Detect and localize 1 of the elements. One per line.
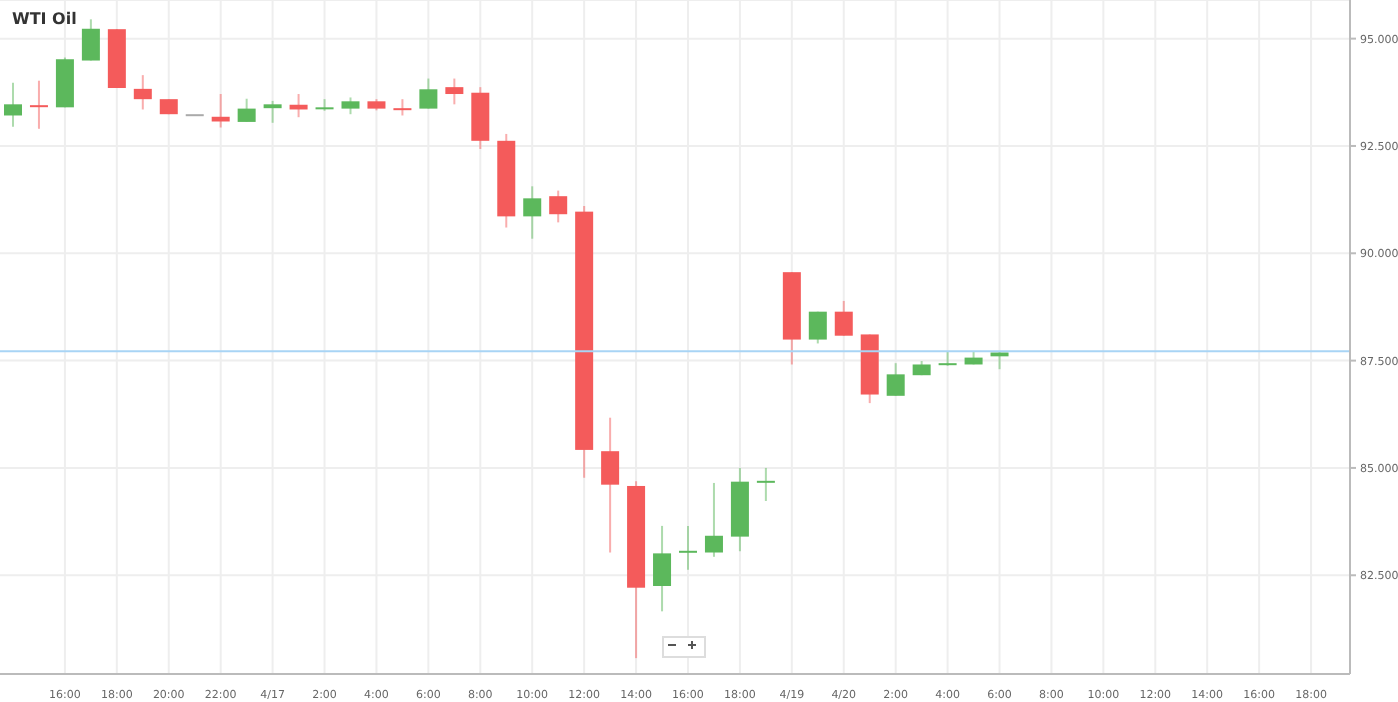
text: WTI Oil: [12, 10, 77, 28]
